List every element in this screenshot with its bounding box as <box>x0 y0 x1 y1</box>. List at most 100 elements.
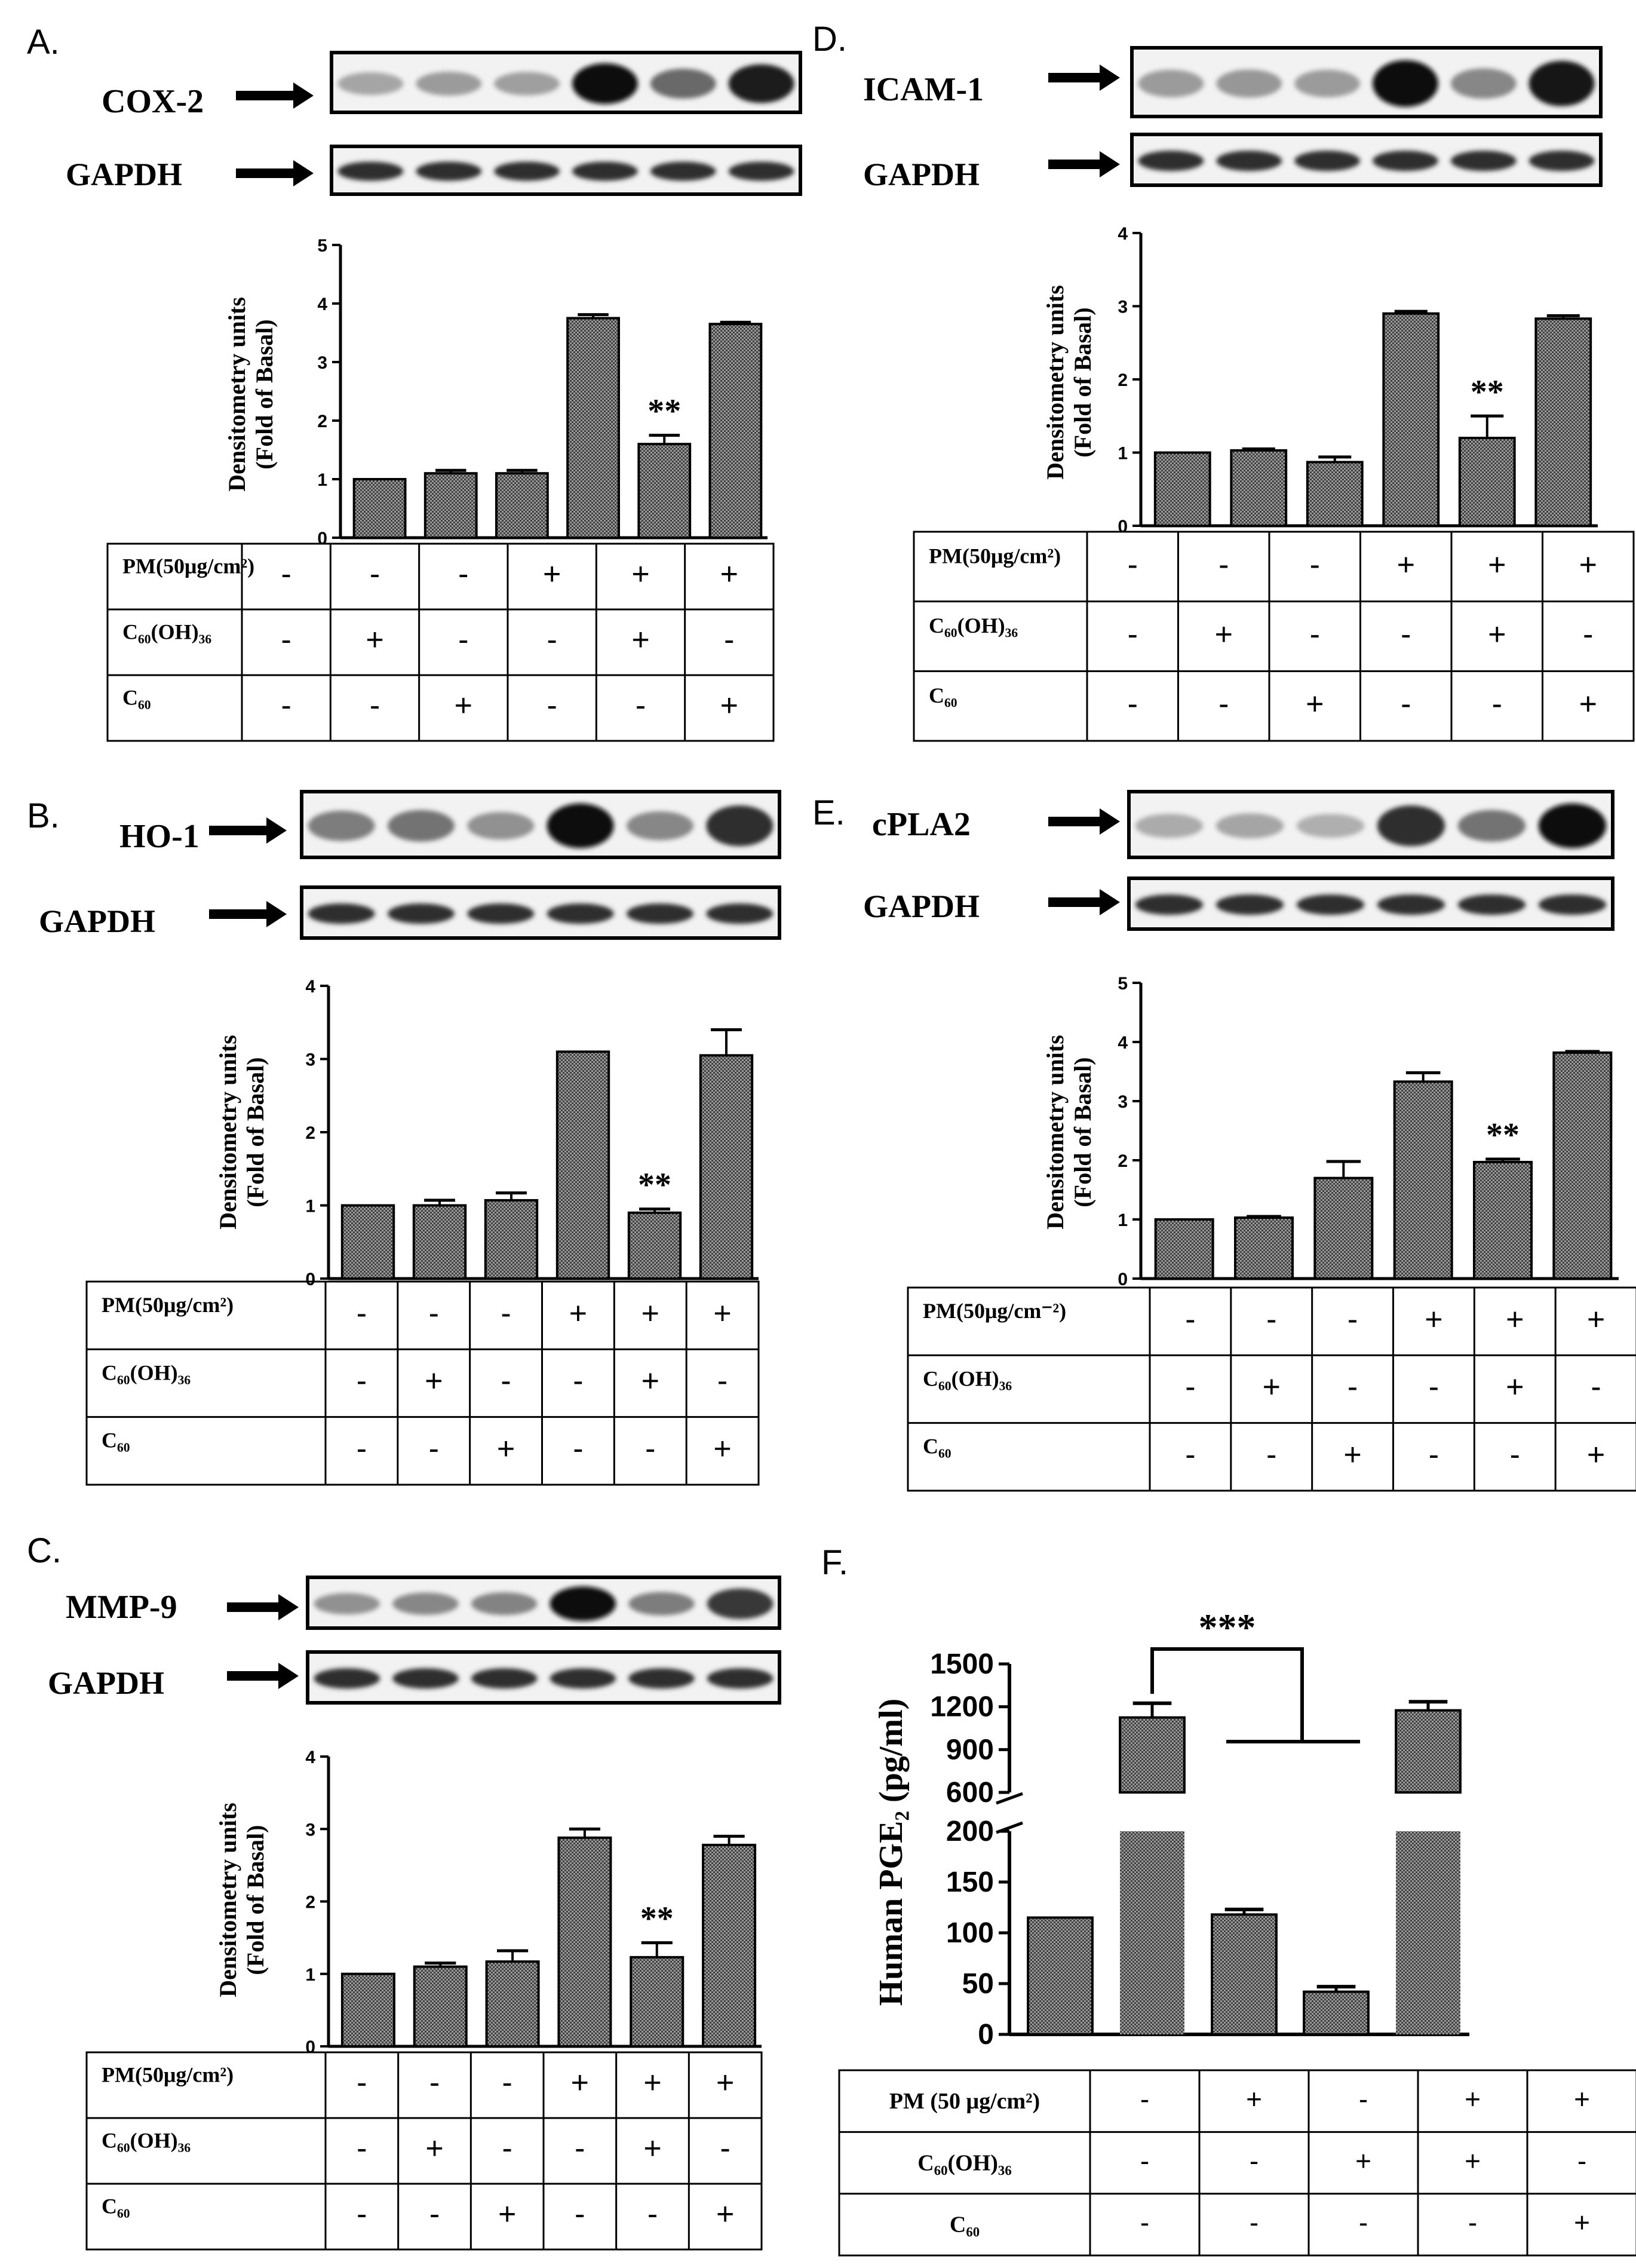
panel-C-cell-r1-c1: - <box>357 2065 367 2100</box>
panel-B-cell-r1-c1: - <box>357 1296 367 1331</box>
panel-E-bar-6 <box>1552 1051 1613 1280</box>
panel-D-label: D. <box>812 20 847 59</box>
panel-B-row-label-1: PM(50μg/cm²) <box>102 1293 234 1317</box>
panel-A-target-band-5 <box>650 69 716 99</box>
panel-A-ytick: 0 <box>317 529 327 548</box>
panel-B-gapdh-band-2 <box>388 903 455 924</box>
panel-F-errorbar-2 <box>1132 1701 1172 1718</box>
panel-C-errorbar-3 <box>496 1949 529 1962</box>
panel-C-target-band-5 <box>628 1592 695 1616</box>
panel-A-bar-2 <box>423 472 478 540</box>
panel-C-cell-r2-c5: + <box>643 2131 661 2166</box>
panel-B-protein-label: HO-1 <box>119 818 199 855</box>
panel-D-ytick: 4 <box>1118 224 1128 244</box>
panel-C-target-band-4 <box>550 1586 616 1622</box>
panel-E-ytick: 0 <box>1118 1270 1128 1289</box>
panel-D-bar-2 <box>1230 449 1288 528</box>
panel-C-ytick: 1 <box>305 1965 315 1985</box>
panel-D-ytick: 3 <box>1118 298 1128 317</box>
panel-A-gapdh-band-3 <box>494 161 560 181</box>
panel-F-cell-r3-c2: - <box>1250 2207 1259 2238</box>
panel-E-cell-r3-c5: - <box>1510 1438 1520 1472</box>
panel-A-errorbar-6 <box>720 320 751 324</box>
panel-C-errorbar-5 <box>641 1941 673 1957</box>
panel-C-row-label-3: C₆₀ <box>102 2195 130 2218</box>
panel-C-bar-1 <box>340 1972 395 2048</box>
panel-B-gapdh-arrow <box>209 901 287 927</box>
panel-D-ytick: 0 <box>1118 517 1128 537</box>
panel-D-cell-r1-c3: - <box>1310 547 1320 582</box>
panel-A-ytick: 5 <box>317 236 327 256</box>
panel-A-row-label-3: C₆₀ <box>122 686 151 710</box>
panel-A-cell-r2-c5: + <box>631 623 649 657</box>
panel-B-bar-3 <box>484 1199 539 1280</box>
panel-A-gapdh-band-6 <box>728 161 794 181</box>
panel-A-target-blot <box>330 51 802 114</box>
panel-D-errorbar-5 <box>1471 414 1504 438</box>
panel-B-cell-r3-c2: - <box>429 1432 439 1466</box>
panel-A-target-arrow <box>236 82 314 109</box>
panel-D-gapdh-band-1 <box>1138 151 1204 171</box>
panel-D-bar-5 <box>1458 437 1516 527</box>
panel-D-ytick: 2 <box>1118 370 1128 390</box>
panel-B-cell-r3-c4: - <box>573 1432 583 1466</box>
panel-E-cell-r3-c2: - <box>1266 1438 1276 1472</box>
panel-A-cell-r1-c3: - <box>458 557 468 591</box>
panel-E-cell-r1-c6: + <box>1587 1302 1605 1337</box>
panel-E-ytick: 1 <box>1118 1210 1128 1230</box>
panel-C-cell-r3-c6: + <box>716 2197 734 2232</box>
panel-D-cell-r2-c5: + <box>1488 617 1506 652</box>
panel-F-ytick-lower: 200 <box>946 1816 994 1847</box>
panel-E-target-band-5 <box>1457 810 1526 842</box>
panel-A-cell-r1-c1: - <box>281 557 291 591</box>
panel-D-row-label-2: C₆₀(OH)₃₆ <box>929 614 1018 638</box>
panel-D-bar-4 <box>1382 312 1440 527</box>
panel-F-bar-1 <box>1027 1916 1094 2036</box>
panel-E-significance-label: ** <box>1486 1117 1520 1154</box>
panel-E-errorbar-3 <box>1326 1160 1361 1178</box>
panel-A-ytick: 1 <box>317 470 327 490</box>
panel-C-significance-label: ** <box>640 1901 674 1938</box>
panel-F-ylabel: Human PGE₂ (pg/ml) <box>873 1699 910 2006</box>
panel-C-bar-4 <box>557 1836 612 2048</box>
panel-E-cell-r2-c1: - <box>1185 1370 1195 1405</box>
panel-D-cell-r3-c2: - <box>1218 687 1229 722</box>
panel-E-target-band-4 <box>1377 805 1445 847</box>
panel-A-gapdh-band-1 <box>337 161 404 181</box>
panel-B-errorbar-2 <box>424 1199 455 1206</box>
panel-C-cell-r3-c4: - <box>575 2197 585 2232</box>
panel-A-row-label-1: PM(50μg/cm²) <box>122 554 254 578</box>
panel-C-cell-r2-c4: - <box>575 2131 585 2166</box>
panel-A-gapdh-blot <box>330 145 802 196</box>
panel-B-treatment-table: PM(50μg/cm²) - - - + + + C₆₀(OH)₃₆ - + - - + - C₆₀ - - + -… <box>85 1280 760 1486</box>
panel-B-target-band-2 <box>388 810 455 842</box>
panel-C-ylabel: Densitometry units (Fold of Basal) <box>214 1803 269 1997</box>
panel-E-cell-r2-c2: + <box>1263 1370 1281 1405</box>
panel-C-cell-r3-c1: - <box>357 2197 367 2232</box>
panel-C-gapdh-band-2 <box>392 1668 459 1689</box>
panel-B-ytick: 0 <box>305 1270 315 1289</box>
panel-C-gapdh-band-4 <box>550 1668 616 1689</box>
panel-E-bar-5 <box>1473 1160 1533 1280</box>
panel-A-bar-6 <box>708 323 763 539</box>
panel-F-cell-r1-c3: - <box>1359 2083 1368 2114</box>
panel-E-errorbar-4 <box>1405 1071 1441 1082</box>
panel-F-row-label-1: PM (50 μg/cm²) <box>889 2089 1040 2114</box>
panel-B-gapdh-band-4 <box>547 903 614 924</box>
panel-A-cell-r3-c3: + <box>455 688 472 723</box>
panel-C-gapdh-blot <box>306 1650 781 1705</box>
panel-A-significance-label: ** <box>647 393 681 430</box>
panel-B-cell-r3-c1: - <box>357 1432 367 1466</box>
panel-F-cell-r1-c2: + <box>1246 2083 1262 2114</box>
panel-B-cell-r2-c2: + <box>425 1364 443 1399</box>
panel-D-target-band-5 <box>1450 68 1517 99</box>
panel-D-target-arrow <box>1048 65 1120 91</box>
panel-D-cell-r2-c3: - <box>1310 617 1320 652</box>
panel-D-gapdh-band-5 <box>1450 151 1517 171</box>
panel-A-ylabel-line1: Densitometry units <box>223 297 250 492</box>
panel-D-cell-r3-c6: + <box>1579 687 1597 722</box>
panel-C-errorbar-4 <box>569 1827 601 1838</box>
panel-D-errorbar-3 <box>1318 455 1352 462</box>
panel-E-gapdh-band-5 <box>1457 894 1526 915</box>
panel-C-cell-r2-c1: - <box>357 2131 367 2166</box>
